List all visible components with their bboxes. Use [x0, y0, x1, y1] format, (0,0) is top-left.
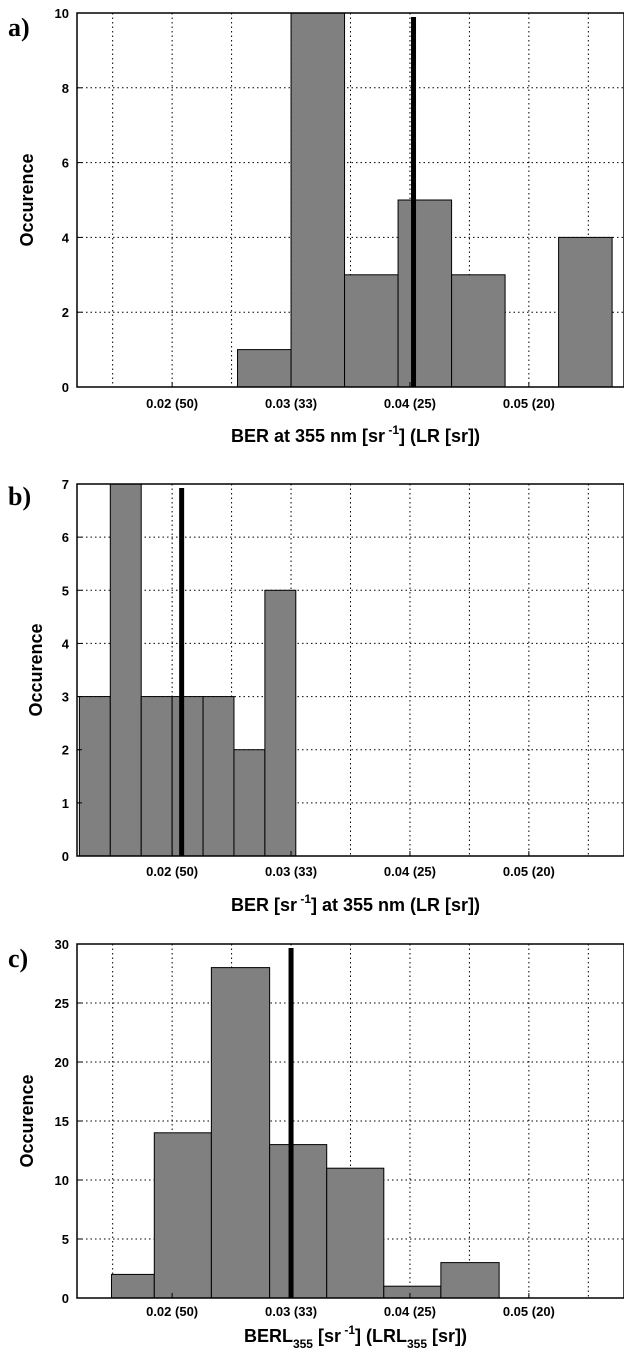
- x-axis-label-part: 355: [407, 1337, 427, 1351]
- y-tick-label: 10: [55, 6, 69, 21]
- x-axis-label: BER at 355 nm [sr -1] (LR [sr]): [231, 423, 480, 446]
- histogram-bar: [383, 1285, 442, 1299]
- histogram-bar: [202, 696, 235, 857]
- y-tick-label: 2: [62, 743, 69, 758]
- histogram-bar: [326, 1167, 385, 1299]
- y-axis-label: Occurence: [26, 623, 46, 716]
- y-tick-label: 2: [62, 305, 69, 320]
- x-axis-label-part: ] (LRL: [355, 1326, 407, 1346]
- y-tick-label: 15: [55, 1114, 69, 1129]
- y-tick-label: 20: [55, 1055, 69, 1070]
- y-tick-label: 6: [62, 156, 69, 171]
- x-tick-label: 0.03 (33): [265, 1304, 317, 1319]
- histogram-bar: [397, 199, 453, 388]
- x-tick-label: 0.03 (33): [265, 396, 317, 411]
- x-tick-label: 0.04 (25): [384, 396, 436, 411]
- histogram-bar: [269, 1144, 328, 1299]
- panel-label: a): [8, 13, 30, 42]
- y-tick-label: 6: [62, 530, 69, 545]
- x-axis-label-part: BER [sr: [231, 895, 297, 915]
- histogram-bar: [78, 696, 111, 857]
- histogram-bar: [237, 349, 292, 388]
- x-tick-label: 0.03 (33): [265, 864, 317, 879]
- y-tick-label: 4: [62, 230, 70, 245]
- histogram-bar: [451, 274, 506, 388]
- histogram-bar: [290, 12, 346, 388]
- histogram-bar: [109, 483, 142, 857]
- y-tick-label: 3: [62, 690, 69, 705]
- y-tick-label: 0: [62, 1291, 69, 1306]
- x-tick-label: 0.05 (20): [503, 864, 555, 879]
- panel-label: b): [8, 482, 31, 511]
- y-tick-label: 5: [62, 583, 69, 598]
- histogram-bar: [110, 1273, 155, 1299]
- y-tick-label: 1: [62, 796, 69, 811]
- y-tick-label: 8: [62, 81, 69, 96]
- x-tick-label: 0.05 (20): [503, 396, 555, 411]
- y-tick-label: 0: [62, 849, 69, 864]
- x-axis-label-part: -1: [297, 892, 311, 906]
- x-axis-label: BER [sr -1] at 355 nm (LR [sr]): [231, 892, 480, 915]
- x-axis-label-part: BER at 355 nm [sr: [231, 426, 385, 446]
- x-tick-label: 0.02 (50): [146, 1304, 198, 1319]
- x-axis-label-part: [sr]): [427, 1326, 467, 1346]
- axes-frame: [76, 483, 624, 857]
- y-tick-label: 25: [55, 996, 69, 1011]
- histogram-bar: [171, 696, 204, 857]
- histogram-bar: [344, 274, 399, 388]
- x-axis-label-part: ] (LR [sr]): [399, 426, 480, 446]
- panel-3: 0 5 10 15 20 25 30 0.02 (50) 0.03 (33) 0.04 (25) 0…: [8, 937, 624, 1351]
- x-axis-label-part: [sr: [313, 1326, 341, 1346]
- x-axis-label-part: 355: [293, 1337, 313, 1351]
- x-axis-label-part: -1: [385, 423, 399, 437]
- x-axis-label: BERL355 [sr -1] (LRL355 [sr]): [244, 1323, 467, 1351]
- y-tick-label: 30: [55, 937, 69, 952]
- x-axis-label-part: BERL: [244, 1326, 293, 1346]
- panel-1: 0 2 4 6 8 10 0.02 (50) 0.03 (33) 0.04 (25) 0.05 (…: [8, 6, 624, 446]
- x-tick-label: 0.04 (25): [384, 1304, 436, 1319]
- x-tick-label: 0.05 (20): [503, 1304, 555, 1319]
- y-tick-label: 4: [62, 636, 70, 651]
- histogram-bar: [233, 749, 266, 857]
- histogram-bar: [558, 236, 613, 388]
- x-tick-label: 0.02 (50): [146, 396, 198, 411]
- histogram-bar: [210, 967, 271, 1299]
- y-axis-label: Occurence: [17, 153, 37, 246]
- x-axis-label-part: -1: [341, 1323, 355, 1337]
- histogram-bar: [140, 696, 173, 857]
- x-tick-label: 0.02 (50): [146, 864, 198, 879]
- y-tick-label: 10: [55, 1173, 69, 1188]
- histogram-bar: [440, 1262, 500, 1299]
- y-axis-label: Occurence: [17, 1074, 37, 1167]
- y-tick-label: 0: [62, 380, 69, 395]
- y-tick-label: 7: [62, 477, 69, 492]
- y-tick-label: 5: [62, 1232, 69, 1247]
- histogram-bar: [264, 589, 297, 857]
- x-tick-label: 0.04 (25): [384, 864, 436, 879]
- panel-2: 0 1 2 3 4 5 6 7 0.02 (50) 0.03 (33) 0.04 (25) 0.05 …: [8, 477, 624, 915]
- x-axis-label-part: ] at 355 nm (LR [sr]): [311, 895, 480, 915]
- histogram-bar: [153, 1132, 212, 1299]
- panel-label: c): [8, 944, 28, 973]
- axes-frame: [76, 12, 624, 388]
